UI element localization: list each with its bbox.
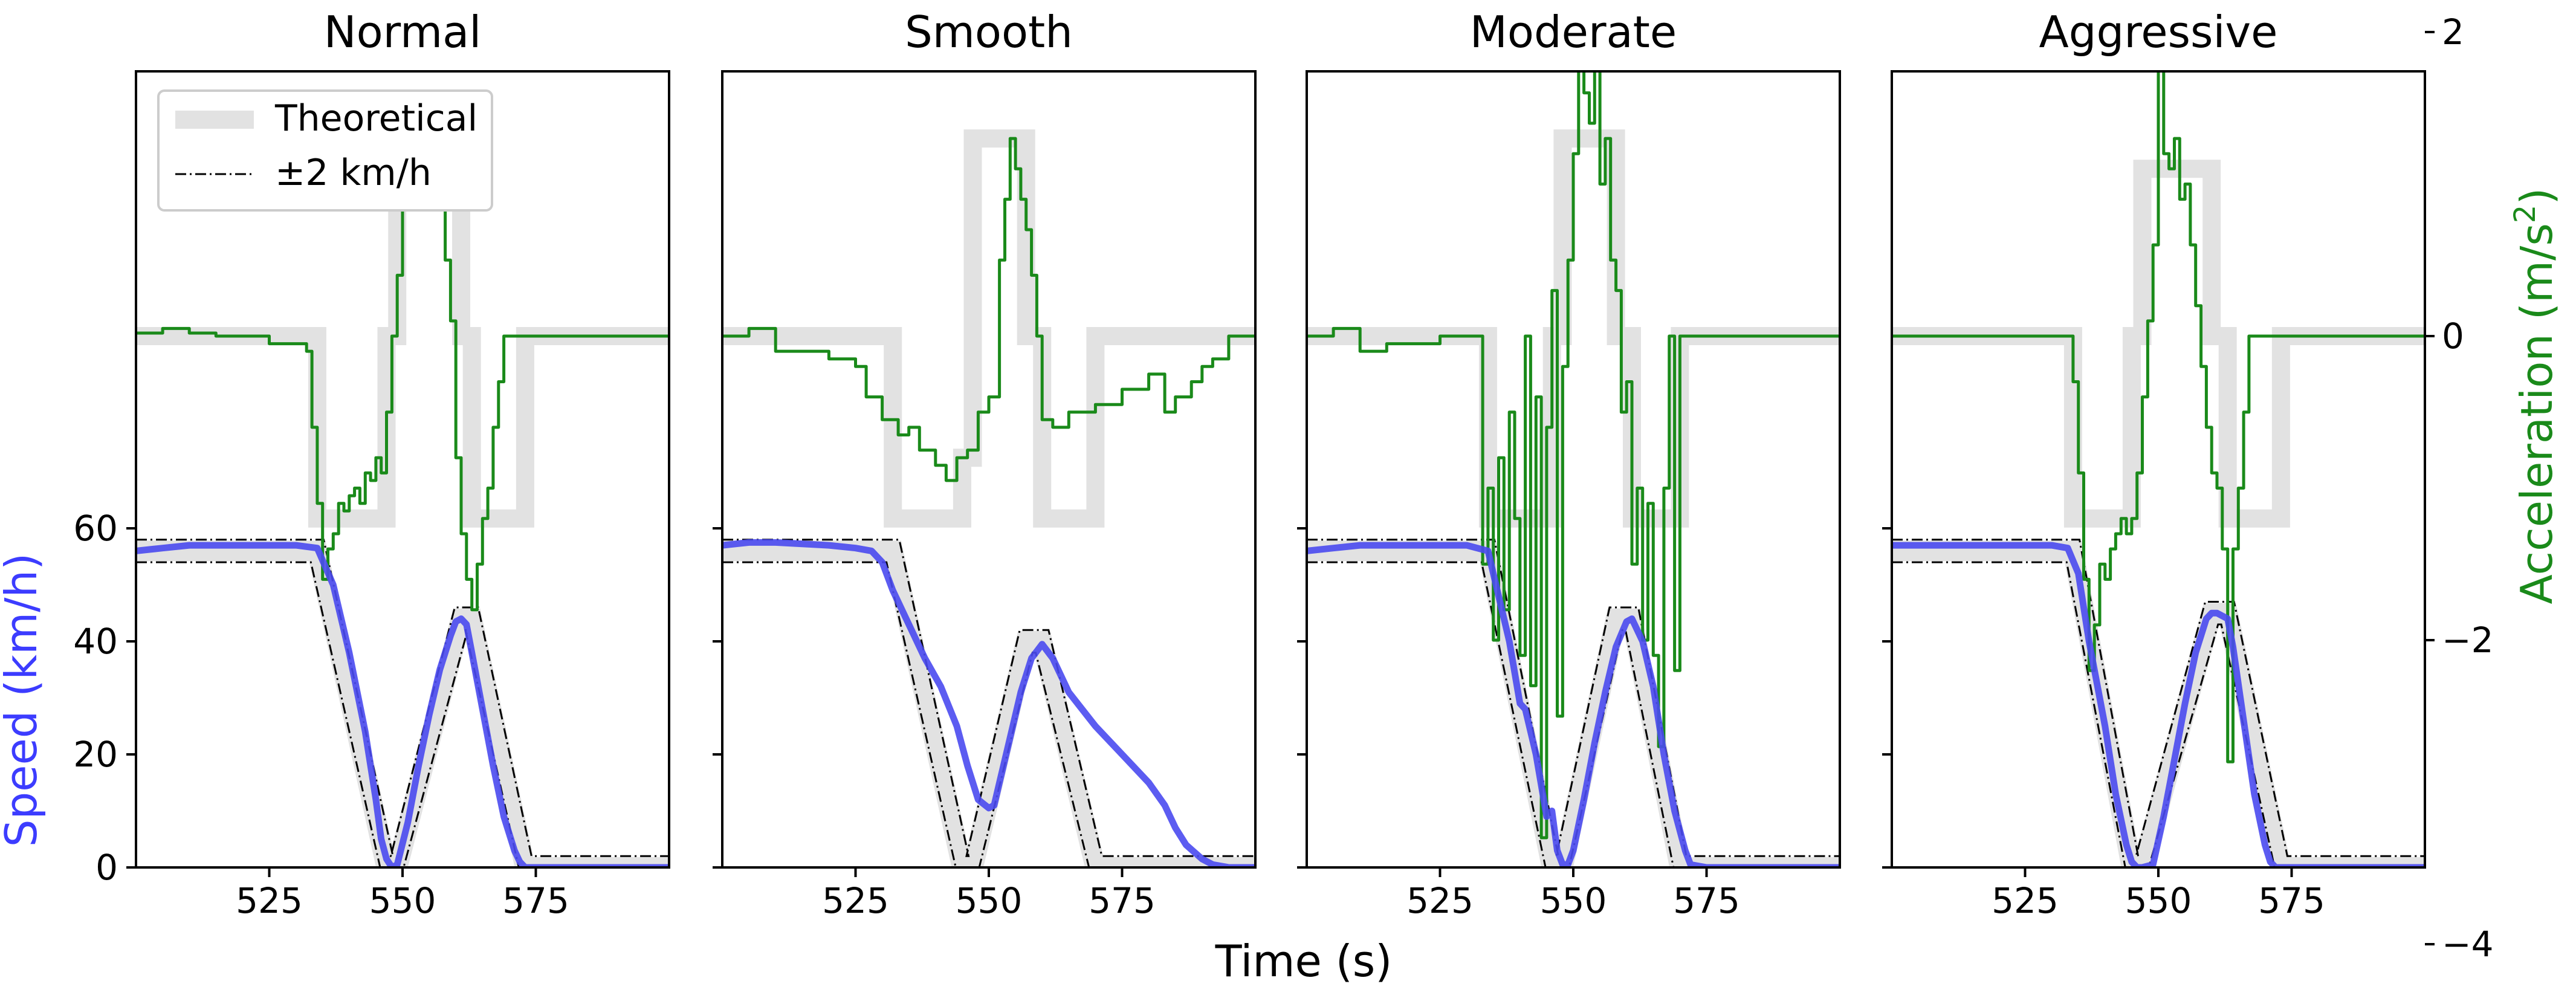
- speed-tick-label: 0: [95, 847, 118, 888]
- band-lower-line: [1892, 561, 2425, 867]
- panel-title: Normal: [324, 7, 482, 57]
- left-y-axis-label: Speed (km/h): [0, 553, 47, 847]
- right-y-axis-label-suffix: ): [2511, 188, 2562, 205]
- plot-area: [1892, 71, 2425, 867]
- speed-line: [722, 539, 1255, 867]
- plot-area: [722, 129, 1255, 867]
- x-tick-label: 550: [956, 880, 1023, 921]
- x-tick-label: 525: [1406, 880, 1474, 921]
- band-upper-line: [136, 539, 669, 857]
- plot-area: [1307, 71, 1840, 867]
- legend: Theoretical ±2 km/h: [157, 89, 493, 212]
- panel-smooth: Smooth 525 550 575: [713, 7, 1257, 921]
- theoretical-acceleration: [722, 129, 1255, 528]
- acceleration-line: [136, 91, 669, 612]
- x-tick-label: 525: [1992, 880, 2059, 921]
- acceleration-line: [722, 137, 1255, 482]
- accel-tick-label: −4: [2442, 924, 2494, 965]
- panel-aggressive: Aggressive 525 550 575 2 0 −2 −4: [1882, 7, 2494, 965]
- acceleration-line: [1307, 71, 1840, 840]
- accel-tick-label: 2: [2442, 11, 2464, 53]
- panel-moderate: Moderate 525 550 575: [1297, 7, 1841, 921]
- speed-tick-label: 20: [73, 734, 118, 775]
- x-tick-label: 575: [2258, 880, 2325, 921]
- panel-frame: [721, 70, 1257, 869]
- x-tick-label: 550: [2125, 880, 2192, 921]
- speed-line: [1892, 542, 2425, 867]
- right-y-axis-label-prefix: Acceleration (m/s: [2511, 223, 2562, 604]
- theoretical-speed: [722, 540, 1255, 867]
- x-tick-label: 575: [1673, 880, 1740, 921]
- speed-tick-label: 60: [73, 508, 118, 549]
- accel-tick-label: −2: [2442, 620, 2494, 661]
- panel-title: Smooth: [905, 7, 1073, 57]
- theoretical-speed: [1307, 540, 1840, 867]
- theoretical-speed: [136, 540, 669, 867]
- speed-line: [136, 542, 669, 867]
- x-tick-label: 575: [502, 880, 569, 921]
- theoretical-speed: [1892, 540, 2425, 867]
- speed-line: [1307, 542, 1840, 867]
- speed-tick-label: 40: [73, 621, 118, 662]
- x-axis-label: Time (s): [1215, 936, 1393, 987]
- right-y-axis-label-sup: 2: [2508, 205, 2542, 224]
- accel-tick-label: 0: [2442, 316, 2464, 357]
- x-tick-label: 550: [369, 880, 436, 921]
- panel-title: Moderate: [1470, 7, 1677, 57]
- x-tick-label: 525: [236, 880, 303, 921]
- panel-normal: Normal 525 550 575 0 20 40 60: [73, 7, 670, 921]
- legend-theoretical-label: Theoretical: [274, 97, 477, 140]
- panel-title: Aggressive: [2039, 7, 2278, 57]
- acceleration-line: [1892, 71, 2425, 763]
- right-y-axis-label: Acceleration (m/s2): [2508, 188, 2562, 604]
- x-tick-label: 550: [1540, 880, 1607, 921]
- x-tick-label: 575: [1089, 880, 1156, 921]
- legend-band-label: ±2 km/h: [275, 152, 432, 194]
- band-upper-line: [722, 539, 1255, 857]
- x-tick-label: 525: [822, 880, 889, 921]
